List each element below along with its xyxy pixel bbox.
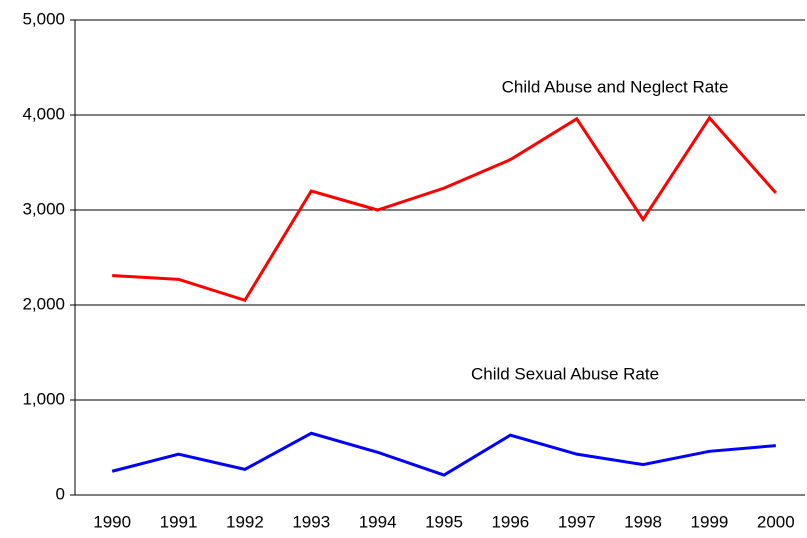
x-tick-label: 1994 xyxy=(359,512,397,531)
y-tick-label: 1,000 xyxy=(22,389,65,408)
series-line xyxy=(112,115,777,303)
x-tick-label: 1997 xyxy=(558,512,596,531)
y-tick-label: 2,000 xyxy=(22,294,65,313)
y-tick-label: 3,000 xyxy=(22,199,65,218)
series-line xyxy=(111,431,776,477)
x-tick-label: 1993 xyxy=(292,512,330,531)
x-tick-label: 1991 xyxy=(160,512,198,531)
series-label: Child Abuse and Neglect Rate xyxy=(502,77,729,96)
x-tick-label: 1999 xyxy=(691,512,729,531)
y-tick-label: 5,000 xyxy=(22,9,65,28)
x-tick-label: 1996 xyxy=(491,512,529,531)
x-tick-label: 1990 xyxy=(93,512,131,531)
x-tick-label: 2000 xyxy=(757,512,795,531)
x-tick-label: 1995 xyxy=(425,512,463,531)
series-label: Child Sexual Abuse Rate xyxy=(471,364,659,383)
y-tick-label: 4,000 xyxy=(22,104,65,123)
x-tick-label: 1998 xyxy=(624,512,662,531)
x-tick-label: 1992 xyxy=(226,512,264,531)
y-tick-label: 0 xyxy=(56,484,65,503)
